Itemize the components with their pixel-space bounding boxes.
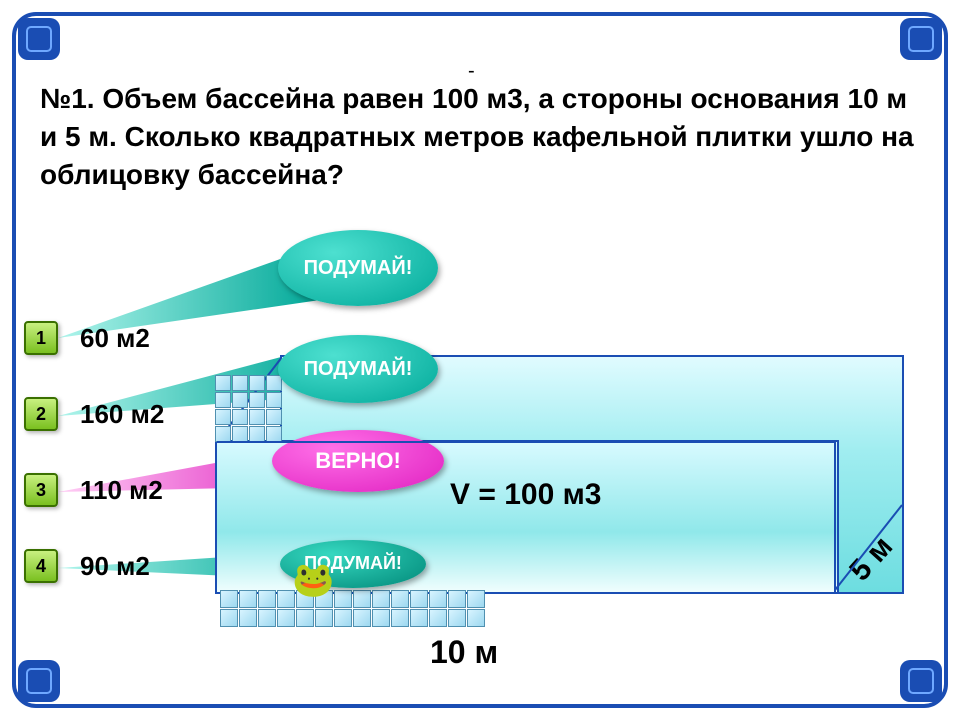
length-label: 10 м <box>430 634 498 671</box>
volume-label: V = 100 м3 <box>450 478 601 512</box>
answer-option-2: 2 160 м2 <box>24 396 164 432</box>
answer-list: 1 60 м2 2 160 м2 3 110 м2 4 90 м2 <box>24 320 164 624</box>
frame-corner <box>18 18 60 60</box>
answer-option-4: 4 90 м2 <box>24 548 164 584</box>
tile-grid-vertical <box>215 375 282 442</box>
answer-text-2: 160 м2 <box>80 399 164 430</box>
answer-button-2[interactable]: 2 <box>24 397 58 431</box>
answer-option-1: 1 60 м2 <box>24 320 164 356</box>
frog-icon: 🐸 <box>292 560 334 600</box>
question-text: №1. Объем бассейна равен 100 м3, а сторо… <box>40 80 920 193</box>
frame-corner <box>900 18 942 60</box>
answer-button-4[interactable]: 4 <box>24 549 58 583</box>
answer-button-1[interactable]: 1 <box>24 321 58 355</box>
feedback-bubble-correct: ВЕРНО! <box>272 430 444 492</box>
answer-text-1: 60 м2 <box>80 323 150 354</box>
bubble-text: ПОДУМАЙ! <box>304 358 413 380</box>
bubble-text: ПОДУМАЙ! <box>304 257 413 279</box>
answer-text-4: 90 м2 <box>80 551 150 582</box>
answer-button-3[interactable]: 3 <box>24 473 58 507</box>
frame-corner <box>900 660 942 702</box>
feedback-bubble-2: ПОДУМАЙ! <box>278 335 438 403</box>
frame-corner <box>18 660 60 702</box>
feedback-bubble-1: ПОДУМАЙ! <box>278 230 438 306</box>
answer-option-3: 3 110 м2 <box>24 472 164 508</box>
answer-text-3: 110 м2 <box>80 475 163 506</box>
tile-grid-horizontal <box>220 590 485 627</box>
bubble-text: ВЕРНО! <box>315 449 401 473</box>
